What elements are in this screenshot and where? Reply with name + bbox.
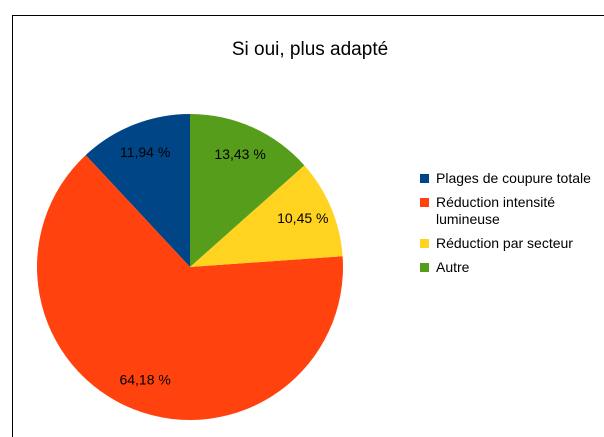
legend-swatch [420, 174, 429, 183]
pie-slice [37, 155, 344, 421]
pie-slice [190, 114, 305, 267]
data-label: 64,18 % [119, 372, 170, 388]
data-label: 13,43 % [214, 146, 265, 162]
legend-item: Autre [420, 259, 592, 276]
pie-slice [190, 165, 343, 267]
legend-swatch [420, 263, 429, 272]
legend-item: Plages de coupure totale [420, 170, 592, 187]
pie-slice [85, 114, 190, 267]
legend-label: Plages de coupure totale [436, 170, 591, 186]
chart-title: Si oui, plus adapté [232, 39, 388, 60]
legend-swatch [420, 239, 429, 248]
legend-swatch [420, 198, 429, 207]
legend-item: Réduction par secteur [420, 235, 592, 252]
data-label: 11,94 % [120, 144, 170, 160]
legend-label: Réduction par secteur [436, 235, 573, 251]
data-label: 10,45 % [277, 210, 328, 226]
legend-label: Autre [436, 259, 470, 275]
legend-item: Réduction intensité lumineuse [420, 194, 592, 228]
legend-label: Réduction intensité lumineuse [436, 194, 556, 227]
legend: Plages de coupure totale Réduction intens… [420, 170, 592, 283]
